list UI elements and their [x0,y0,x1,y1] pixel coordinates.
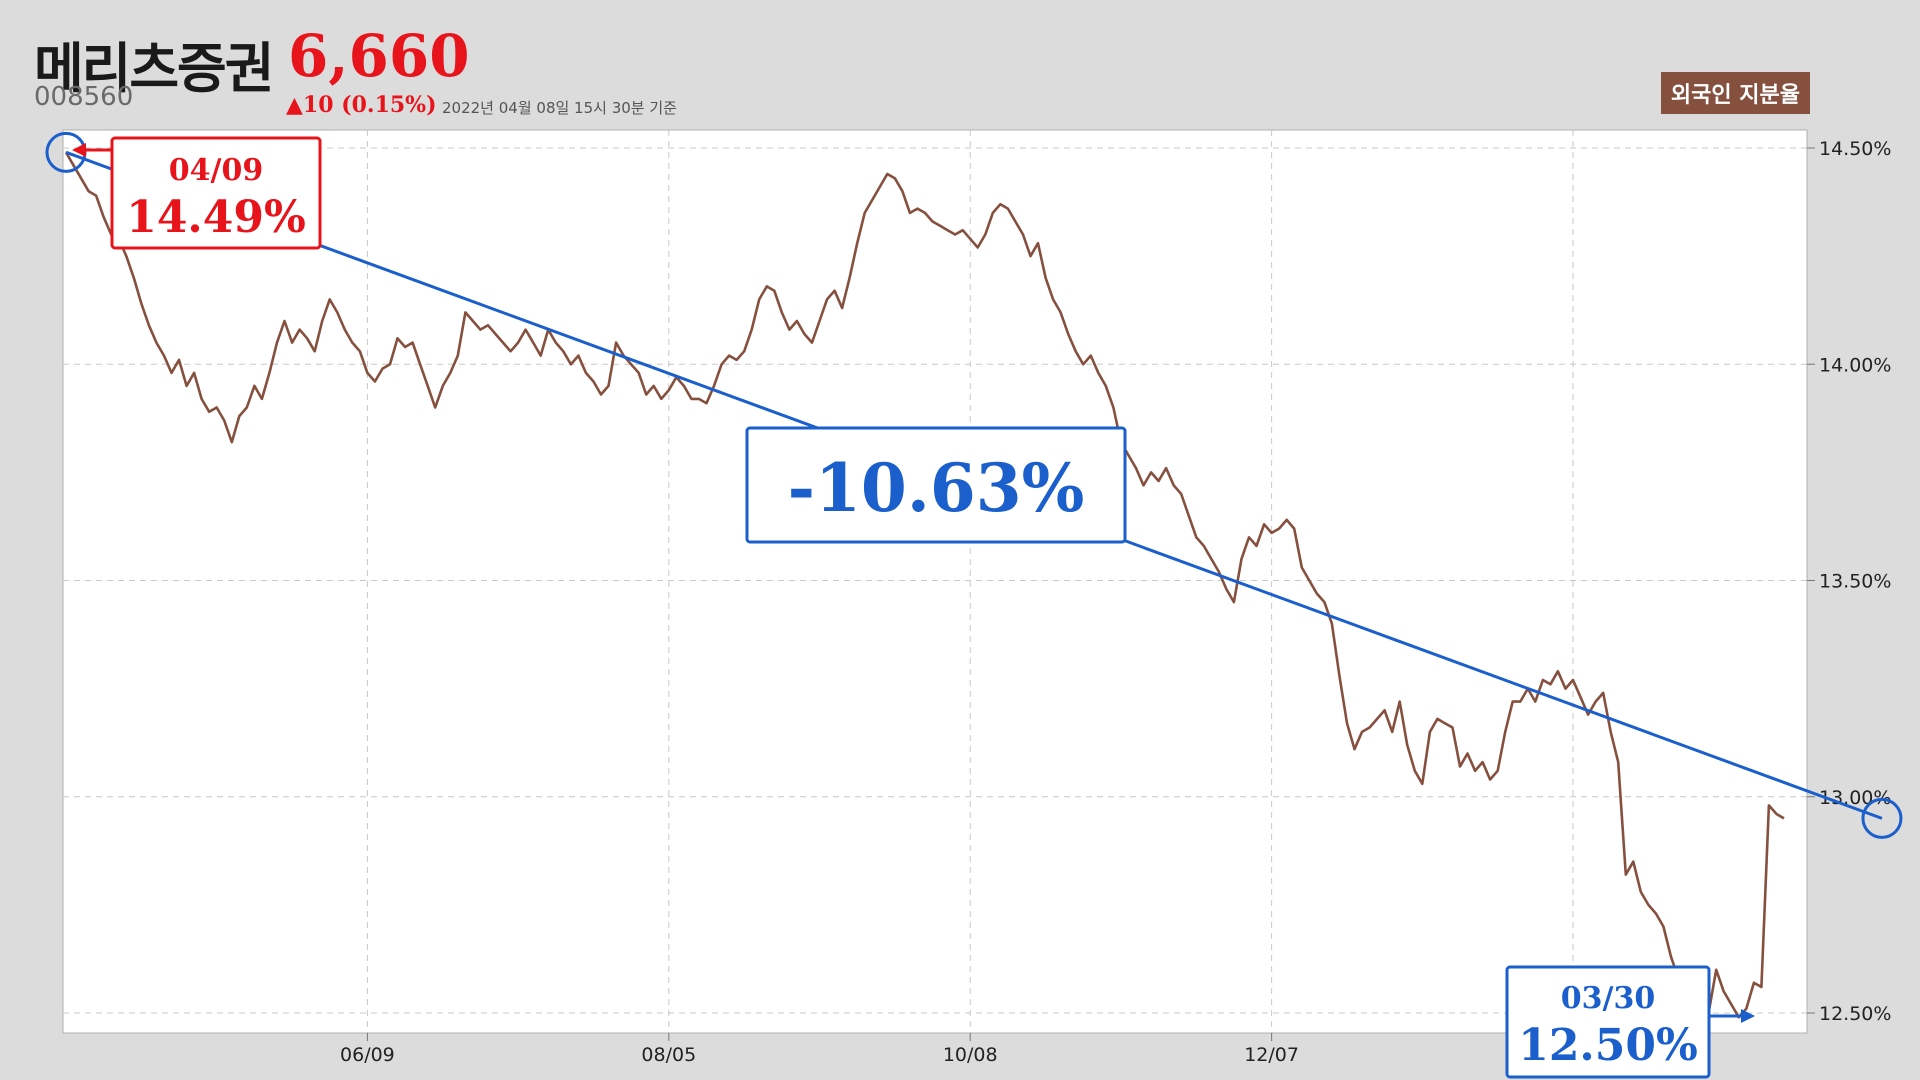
x-tick-label: 12/07 [1244,1044,1299,1066]
change-annotation-box [745,426,1127,544]
end-annotation-box [1505,965,1711,1079]
start-annotation-box [110,136,322,250]
plot-area [62,129,1808,1034]
end-date-label: 03/30 [1561,981,1655,1016]
start-date-label: 04/09 [169,153,263,188]
x-tick-label: 06/09 [340,1044,395,1066]
start-value-label: 14.49% [126,192,306,243]
chart-title-badge: 외국인 지분율 [1660,72,1810,114]
series-layer [64,151,1785,1019]
change-label: -10.63% [788,449,1085,527]
current-price: 6,660 [288,22,470,90]
y-tick-label: 14.50% [1819,138,1891,160]
x-tick-label: 10/08 [943,1044,998,1066]
start-arrow-head [72,143,86,157]
axis-labels: 14.50%14.00%13.50%13.00%12.50%06/09 08/05… [340,138,1891,1066]
grid-lines [63,130,1815,1041]
end-point-marker [1861,797,1903,839]
y-tick-label: 12.50% [1819,1003,1891,1025]
series-line [64,151,1785,1019]
y-tick-label: 14.00% [1819,354,1891,376]
price-change: ▲10 (0.15%) [286,92,437,118]
stock-code: 008560 [34,82,134,112]
y-tick-label: 13.50% [1819,571,1891,593]
as-of-timestamp: 2022년 04월 08일 15시 30분 기준 [442,99,677,117]
end-value-label: 12.50% [1518,1020,1698,1071]
header: 메리츠증권 008560 6,660 ▲10 (0.15%) 2022년 04월… [0,0,1920,130]
x-tick-label: 08/05 [641,1044,696,1066]
stock-name: 메리츠증권 [34,37,274,100]
annotations: 04/09 14.49% -10.63% 03/30 12.50% [45,131,1903,1079]
end-arrow-head [1741,1009,1755,1023]
